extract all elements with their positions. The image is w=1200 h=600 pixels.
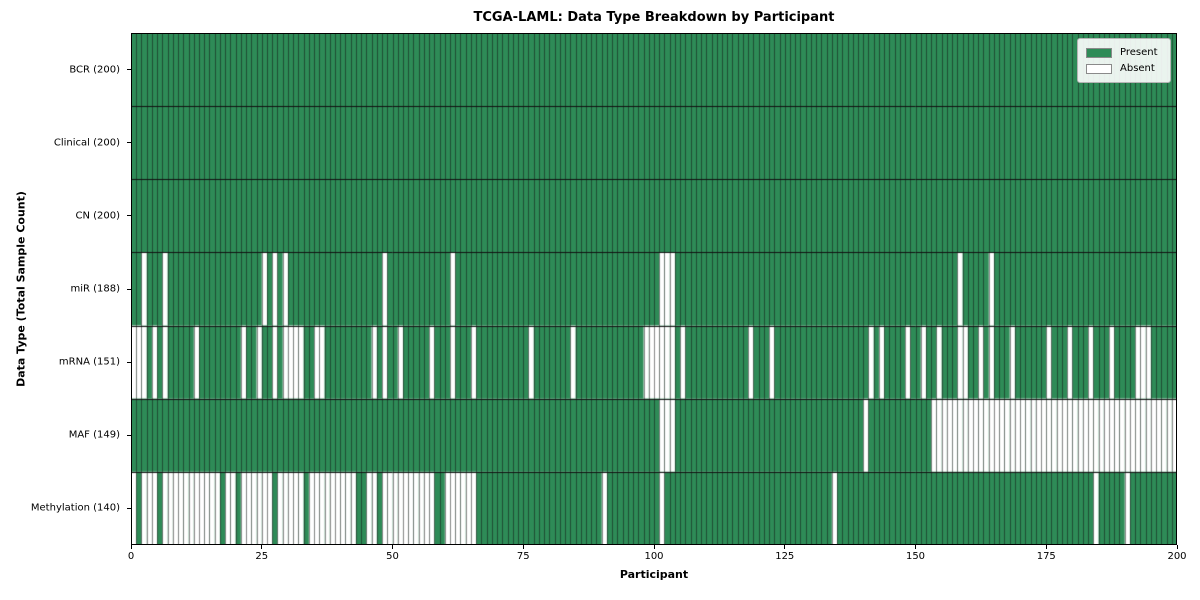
x-tick-mark — [130, 545, 132, 549]
legend-label-absent: Absent — [1120, 63, 1155, 74]
x-tick-label: 150 — [905, 551, 926, 562]
y-tick-label: CN (200) — [75, 210, 120, 222]
x-tick-mark — [1045, 545, 1047, 549]
legend-swatch-present-icon — [1086, 48, 1112, 58]
y-tick-label: MAF (149) — [68, 429, 120, 441]
x-tick-label: 0 — [127, 551, 135, 562]
y-tick-mark — [127, 288, 131, 290]
y-tick-label: BCR (200) — [69, 64, 120, 76]
y-tick-mark — [127, 434, 131, 436]
x-tick-mark — [915, 545, 916, 549]
y-tick-mark — [127, 142, 131, 144]
y-tick-label: Methylation (140) — [30, 502, 120, 514]
x-tick-label: 200 — [1167, 551, 1187, 562]
y-axis-label: Data Type (Total Sample Count) — [14, 191, 28, 387]
x-tick-mark — [1176, 545, 1178, 549]
x-tick-label: 75 — [516, 551, 530, 562]
chart-title: TCGA-LAML: Data Type Breakdown by Partic… — [473, 10, 835, 25]
legend-item-absent: Absent — [1086, 61, 1162, 77]
x-tick-mark — [261, 545, 263, 549]
legend-item-present: Present — [1086, 45, 1162, 61]
heatmap-grid — [131, 33, 1177, 545]
x-tick-label: 100 — [644, 551, 664, 562]
x-tick-mark — [392, 545, 393, 549]
y-tick-mark — [127, 215, 131, 217]
x-tick-label: 25 — [255, 551, 269, 562]
y-tick-mark — [127, 361, 131, 363]
legend-label-present: Present — [1120, 47, 1158, 58]
x-axis-label: Participant — [619, 568, 689, 581]
y-tick-label: Clinical (200) — [53, 137, 120, 149]
y-tick-label: miR (188) — [70, 283, 120, 295]
legend-swatch-absent-icon — [1086, 64, 1112, 74]
x-tick-label: 125 — [775, 551, 795, 562]
x-tick-mark — [653, 545, 655, 549]
y-tick-mark — [127, 69, 131, 71]
y-tick-mark — [127, 507, 131, 509]
y-tick-label: mRNA (151) — [58, 356, 120, 368]
x-tick-label: 50 — [386, 551, 399, 562]
x-tick-label: 175 — [1036, 551, 1056, 562]
x-tick-mark — [522, 545, 524, 549]
x-tick-mark — [784, 545, 786, 549]
legend: Present Absent — [1077, 38, 1171, 83]
